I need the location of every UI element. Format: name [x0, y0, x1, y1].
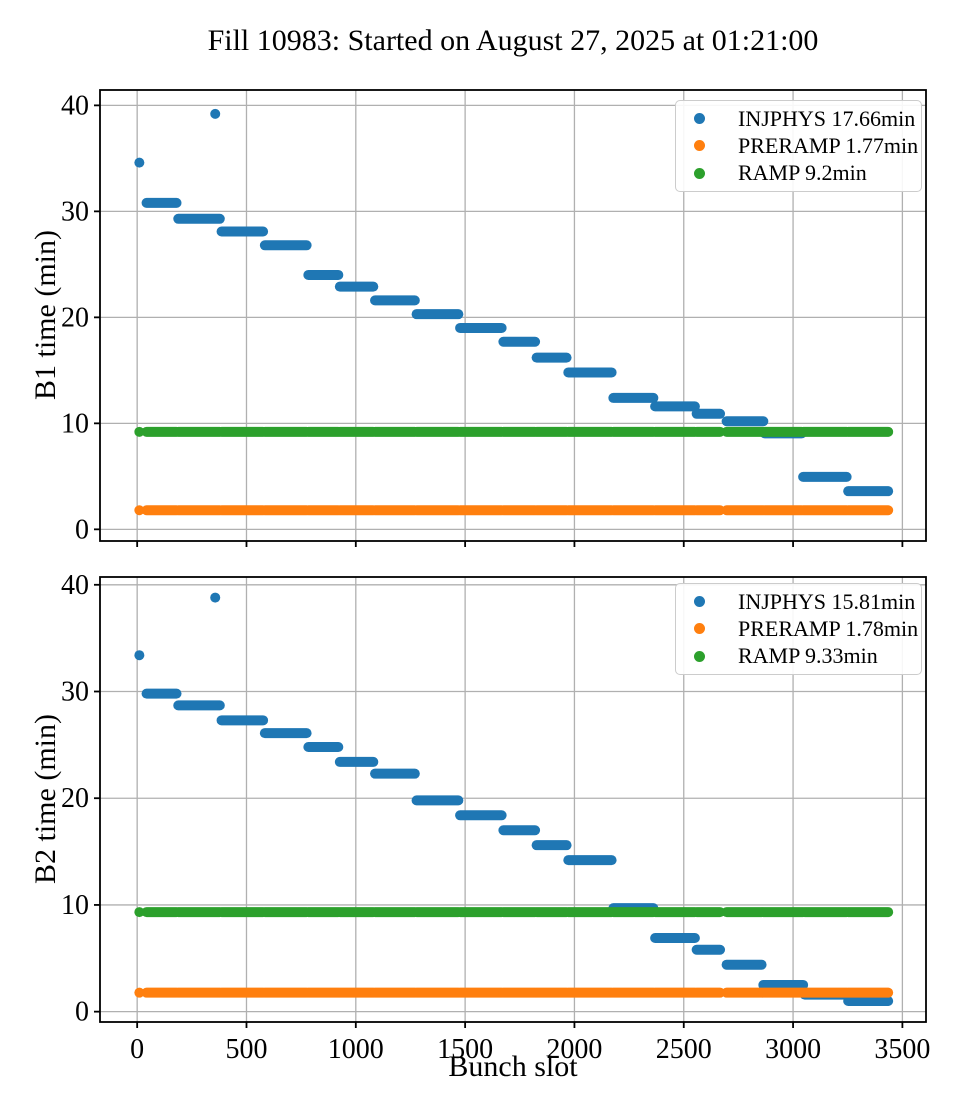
subplot-b2: 0 10 20 30 40 0 500 1000 1500 2000 2500 3000 3500 — [61, 570, 930, 1065]
y-tick-label: 30 — [61, 196, 89, 227]
series-preramp — [134, 987, 894, 998]
y-tick-label: 30 — [61, 677, 89, 708]
series-preramp — [134, 505, 894, 516]
outlier-point — [210, 108, 221, 119]
y-tick-label: 20 — [61, 783, 89, 814]
x-tick-label: 1000 — [328, 1034, 384, 1065]
x-tick-label: 3000 — [765, 1034, 821, 1065]
data-point — [134, 907, 145, 918]
series-ramp — [134, 907, 894, 918]
legend-marker-injphys-icon — [694, 596, 705, 608]
y-tick-label: 40 — [61, 570, 89, 601]
data-point — [134, 157, 145, 168]
y-tick-label: 10 — [61, 890, 89, 921]
legend-label: INJPHYS 17.66min — [738, 105, 916, 131]
legend-marker-injphys-icon — [694, 113, 705, 125]
axes-spines — [99, 89, 927, 542]
legend-item: PRERAMP 1.77min — [676, 133, 921, 159]
legend-marker-ramp-icon — [694, 650, 705, 662]
series-ramp — [134, 426, 894, 437]
legend-marker-preramp-icon — [694, 623, 705, 635]
y-tick-label: 20 — [61, 302, 89, 333]
legend-label: RAMP 9.33min — [738, 643, 878, 669]
legend-b1: INJPHYS 17.66min PRERAMP 1.77min RAMP 9.… — [675, 100, 922, 192]
y-tick-label: 0 — [75, 514, 89, 545]
legend-item: RAMP 9.2min — [676, 160, 921, 186]
legend-item: PRERAMP 1.78min — [676, 616, 921, 642]
data-point — [134, 650, 145, 661]
legend-label: PRERAMP 1.77min — [738, 132, 919, 158]
x-tick-label: 1500 — [437, 1034, 493, 1065]
data-point — [134, 426, 145, 437]
x-axis-label: Bunch slot — [448, 1050, 578, 1083]
x-tick-label: 2500 — [656, 1034, 712, 1065]
data-point — [134, 987, 145, 998]
outlier-point — [210, 592, 221, 603]
x-tick-label: 3500 — [874, 1034, 930, 1065]
axes-spines — [99, 576, 927, 1023]
legend-label: INJPHYS 15.81min — [738, 588, 916, 614]
data-point — [134, 505, 145, 516]
x-tick-label: 0 — [130, 1034, 144, 1065]
series-injphys — [134, 108, 894, 497]
figure-title: Fill 10983: Started on August 27, 2025 a… — [207, 24, 819, 57]
y-axis-label-b1: B1 time (min) — [29, 230, 62, 400]
x-tick-label: 500 — [225, 1034, 267, 1065]
legend-item: INJPHYS 15.81min — [676, 589, 921, 615]
legend-item: RAMP 9.33min — [676, 643, 921, 669]
y-tick-label: 40 — [61, 90, 89, 121]
legend-label: PRERAMP 1.78min — [738, 615, 919, 641]
y-axis-label-b2: B2 time (min) — [29, 714, 62, 884]
legend-b2: INJPHYS 15.81min PRERAMP 1.78min RAMP 9.… — [675, 583, 922, 675]
x-tick-label: 2000 — [546, 1034, 602, 1065]
legend-label: RAMP 9.2min — [738, 160, 867, 186]
legend-marker-ramp-icon — [694, 167, 705, 179]
legend-item: INJPHYS 17.66min — [676, 106, 921, 132]
y-tick-label: 0 — [75, 997, 89, 1028]
legend-marker-preramp-icon — [694, 140, 705, 152]
y-tick-label: 10 — [61, 408, 89, 439]
